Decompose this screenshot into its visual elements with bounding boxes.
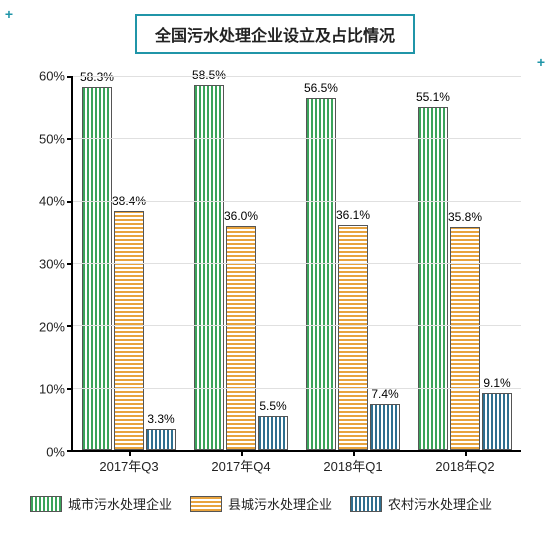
- value-label: 55.1%: [416, 90, 450, 104]
- value-label: 56.5%: [304, 81, 338, 95]
- bar: 9.1%: [482, 393, 512, 450]
- y-axis-label: 10%: [25, 382, 65, 397]
- bar: 7.4%: [370, 404, 400, 450]
- legend-label: 城市污水处理企业: [68, 494, 172, 513]
- y-tick: [67, 76, 73, 78]
- bar-fill: [147, 430, 175, 449]
- legend-swatch: [190, 496, 222, 512]
- y-axis-label: 40%: [25, 194, 65, 209]
- y-axis-label: 0%: [25, 445, 65, 460]
- bar-fill: [259, 417, 287, 449]
- bar: 5.5%: [258, 416, 288, 450]
- y-tick: [67, 201, 73, 203]
- gridline: [73, 263, 521, 264]
- y-tick: [67, 450, 73, 452]
- bar: 55.1%: [418, 107, 448, 450]
- bar: 36.0%: [226, 226, 256, 450]
- bar: 56.5%: [306, 98, 336, 450]
- bar: 36.1%: [338, 225, 368, 450]
- swatch-fill: [191, 497, 221, 511]
- plot-area: 58.3%38.4%3.3%2017年Q358.5%36.0%5.5%2017年…: [71, 76, 521, 452]
- bar-fill: [83, 88, 111, 449]
- gridline: [73, 388, 521, 389]
- legend-swatch: [30, 496, 62, 512]
- bar-fill: [483, 394, 511, 449]
- chart: 58.3%38.4%3.3%2017年Q358.5%36.0%5.5%2017年…: [25, 66, 525, 486]
- value-label: 35.8%: [448, 210, 482, 224]
- gridline: [73, 325, 521, 326]
- bar-fill: [307, 99, 335, 449]
- swatch-fill: [31, 497, 61, 511]
- bar: 35.8%: [450, 227, 480, 450]
- bar: 38.4%: [114, 211, 144, 450]
- x-axis-label: 2018年Q1: [297, 450, 409, 475]
- legend-item: 农村污水处理企业: [350, 494, 492, 513]
- y-axis-label: 30%: [25, 257, 65, 272]
- legend-item: 县城污水处理企业: [190, 494, 332, 513]
- y-axis-label: 20%: [25, 319, 65, 334]
- value-label: 36.1%: [336, 208, 370, 222]
- value-label: 5.5%: [259, 399, 286, 413]
- legend: 城市污水处理企业 县城污水处理企业 农村污水处理企业: [20, 494, 530, 513]
- y-tick: [67, 325, 73, 327]
- corner-plus-icon: +: [4, 6, 14, 16]
- y-tick: [67, 388, 73, 390]
- value-label: 3.3%: [147, 412, 174, 426]
- title-row: + 全国污水处理企业设立及占比情况 +: [14, 14, 536, 54]
- bar-fill: [227, 227, 255, 449]
- bar-fill: [451, 228, 479, 449]
- y-axis-label: 50%: [25, 131, 65, 146]
- bar-fill: [339, 226, 367, 449]
- bar-fill: [371, 405, 399, 449]
- value-label: 36.0%: [224, 209, 258, 223]
- chart-title: 全国污水处理企业设立及占比情况: [135, 14, 415, 54]
- x-axis-label: 2017年Q4: [185, 450, 297, 475]
- chart-container: + 全国污水处理企业设立及占比情况 + 58.3%38.4%3.3%2017年Q…: [0, 0, 550, 558]
- legend-item: 城市污水处理企业: [30, 494, 172, 513]
- gridline: [73, 138, 521, 139]
- x-axis-label: 2017年Q3: [73, 450, 185, 475]
- gridline: [73, 201, 521, 202]
- corner-plus-icon: +: [536, 54, 546, 64]
- bar: 58.3%: [82, 87, 112, 450]
- legend-label: 县城污水处理企业: [228, 494, 332, 513]
- legend-swatch: [350, 496, 382, 512]
- y-tick: [67, 263, 73, 265]
- bar-fill: [115, 212, 143, 449]
- x-axis-label: 2018年Q2: [409, 450, 521, 475]
- swatch-fill: [351, 497, 381, 511]
- bar-fill: [419, 108, 447, 449]
- value-label: 7.4%: [371, 387, 398, 401]
- gridline: [73, 76, 521, 77]
- legend-label: 农村污水处理企业: [388, 494, 492, 513]
- bar-fill: [195, 86, 223, 449]
- y-axis-label: 60%: [25, 69, 65, 84]
- y-tick: [67, 138, 73, 140]
- bar: 58.5%: [194, 85, 224, 450]
- bar: 3.3%: [146, 429, 176, 450]
